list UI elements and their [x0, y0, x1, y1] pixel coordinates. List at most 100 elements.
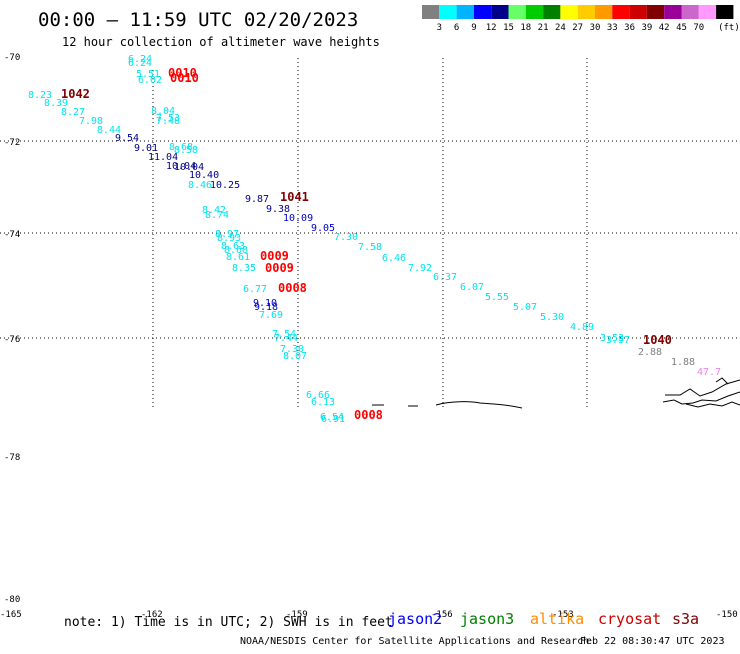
- lat-label: -72: [4, 138, 20, 148]
- wave-height-label: 7.92: [408, 263, 432, 274]
- wave-height-label: 9.54: [115, 133, 139, 144]
- wave-height-label: 3.53: [600, 333, 624, 344]
- colorbar-tick-label: 15: [503, 23, 514, 33]
- wave-height-label: 8.68: [169, 142, 193, 153]
- wave-height-label: 8.42: [202, 205, 226, 216]
- footer-note: note: 1) Time is in UTC; 2) SWH is in fe…: [64, 615, 393, 630]
- colorbar-swatch: [664, 5, 682, 19]
- wave-height-label: 7.54: [272, 329, 296, 340]
- wave-height-label: 7.48: [156, 116, 180, 127]
- wave-height-label: 6.13: [311, 397, 335, 408]
- lat-label: -78: [4, 453, 20, 463]
- colorbar-tick-label: 42: [659, 23, 670, 33]
- wave-height-label: 7.44: [274, 333, 298, 344]
- wave-height-label: 6.66: [306, 390, 330, 401]
- wave-height-label: 7.58: [358, 242, 382, 253]
- colorbar-swatch: [681, 5, 699, 19]
- footer-timestamp: Feb 22 08:30:47 UTC 2023: [580, 636, 725, 647]
- wave-height-label: 8.46: [188, 180, 212, 191]
- colorbar-tick-label: 24: [555, 23, 566, 33]
- colorbar-legend: 3 6 9 12 15 18 21 24 27 30 33 36 39 42 45 70 (ft): [422, 5, 740, 33]
- lat-label: -74: [4, 230, 20, 240]
- time-marker-label: 0008: [278, 281, 307, 295]
- colorbar-swatch: [473, 5, 492, 19]
- wave-height-label: 8.27: [61, 107, 85, 118]
- wave-height-label: 2.88: [638, 347, 662, 358]
- time-marker-label: 0009: [260, 249, 289, 263]
- wave-height-label: 10.09: [283, 213, 313, 224]
- colorbar-tick-label: 39: [641, 23, 652, 33]
- colorbar-swatch: [716, 5, 734, 19]
- wave-height-label: 10.25: [210, 180, 240, 191]
- wave-height-label: 5.55: [485, 292, 509, 303]
- colorbar-swatch: [612, 5, 630, 19]
- time-marker-label: 1040: [643, 333, 672, 347]
- coastline-segment: [662, 391, 740, 405]
- wave-height-label: 47.7: [697, 367, 721, 378]
- wave-height-label: 1.88: [671, 357, 695, 368]
- lon-label: -159: [286, 610, 308, 620]
- colorbar-swatch: [491, 5, 509, 19]
- colorbar-swatch: [646, 5, 665, 19]
- colorbar-tick-label: 27: [572, 23, 583, 33]
- time-marker-label: 1042: [61, 87, 90, 101]
- wave-height-label: 8.04: [151, 106, 175, 117]
- colorbar-swatch: [525, 5, 544, 19]
- colorbar-unit: (ft): [718, 23, 740, 33]
- colorbar-tick-label: 12: [486, 23, 497, 33]
- colorbar-tick-label: 9: [471, 23, 476, 33]
- wave-height-label: 10.04: [174, 162, 204, 173]
- coastline: [372, 377, 740, 409]
- coastline-segment: [665, 379, 740, 397]
- wave-height-label: 8.61: [226, 252, 250, 263]
- wave-height-label: 8.93: [217, 233, 241, 244]
- colorbar-swatch: [595, 5, 613, 19]
- colorbar-swatch: [508, 5, 526, 19]
- wave-height-label: 11.04: [148, 152, 178, 163]
- satellite-legend-jason3: jason3: [460, 610, 514, 628]
- wave-height-label: 6.54: [320, 412, 344, 423]
- colorbar-swatch: [560, 5, 578, 19]
- time-marker-label: 0009: [265, 261, 294, 275]
- colorbar-swatch: [577, 5, 595, 19]
- wave-height-label: 8.68: [224, 245, 248, 256]
- lat-label: -76: [4, 335, 20, 345]
- lon-label: -150: [716, 610, 738, 620]
- wave-height-label: 8.35: [232, 263, 256, 274]
- lat-label: -80: [4, 595, 20, 605]
- wave-height-label: 9.18: [254, 302, 278, 313]
- wave-height-label: 9.10: [253, 298, 277, 309]
- map-title: 00:00 – 11:59 UTC 02/20/2023: [38, 9, 358, 31]
- colorbar-tick-label: 3: [437, 23, 442, 33]
- wave-height-label: 6.77: [243, 284, 267, 295]
- satellite-legend-cryosat: cryosat: [598, 610, 661, 628]
- time-marker-label: 0010: [170, 71, 199, 85]
- colorbar-tick-label: 6: [454, 23, 459, 33]
- satellite-legend-altika: altika: [530, 610, 584, 628]
- coastline-segment: [435, 401, 523, 409]
- wave-height-label: 8.97: [215, 229, 239, 240]
- wave-height-label: 5.51: [136, 69, 160, 80]
- colorbar-tick-label: 18: [520, 23, 531, 33]
- wave-height-label: 8.23: [28, 90, 52, 101]
- wave-height-label: 7.30: [334, 232, 358, 243]
- lon-label: -156: [431, 610, 453, 620]
- wave-height-label: 9.05: [311, 223, 335, 234]
- lat-label: -70: [4, 53, 20, 63]
- colorbar-swatch: [543, 5, 561, 19]
- wave-height-label: 5.07: [513, 302, 537, 313]
- lon-label: -153: [552, 610, 574, 620]
- time-marker-label: 0010: [168, 66, 197, 80]
- lon-label: -165: [0, 610, 22, 620]
- wave-height-label: 5.30: [540, 312, 564, 323]
- graticule: [0, 58, 740, 408]
- wave-height-label: 9.01: [134, 143, 158, 154]
- lon-label: -162: [141, 610, 163, 620]
- wave-height-label: 8.44: [97, 125, 121, 136]
- colorbar-tick-label: 30: [590, 23, 601, 33]
- wave-height-label: 8.63: [221, 241, 245, 252]
- wave-height-label: 10.04: [166, 161, 196, 172]
- satellite-legend-s3a: s3a: [672, 610, 699, 628]
- wave-height-label: 6.07: [460, 282, 484, 293]
